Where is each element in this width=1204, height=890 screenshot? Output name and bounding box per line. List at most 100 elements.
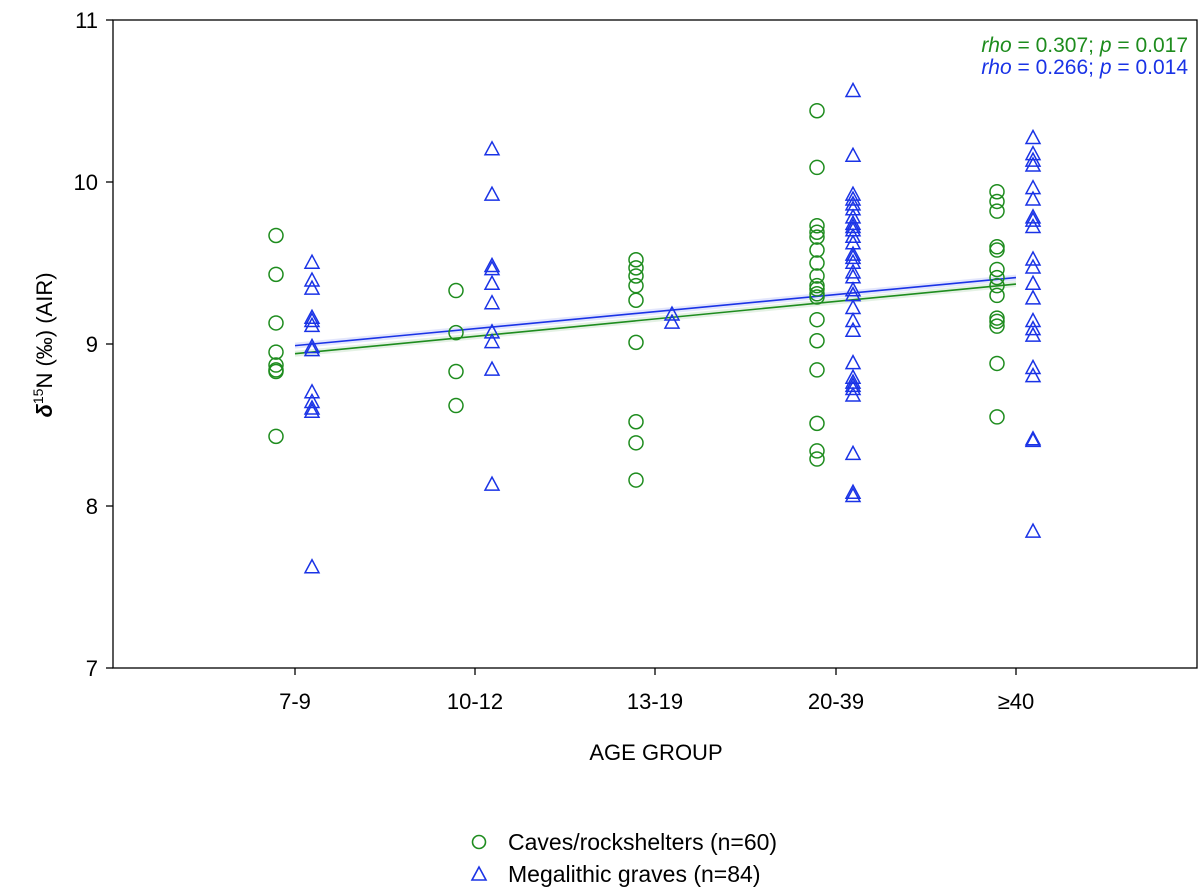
data-point-triangle: [1024, 430, 1042, 446]
data-point-triangle: [844, 146, 862, 163]
data-point-triangle: [1024, 250, 1042, 266]
legend-circle-marker: [471, 834, 487, 850]
data-point-triangle: [483, 294, 501, 310]
data-point-circle: [268, 357, 284, 373]
data-points: [268, 81, 1042, 574]
data-point-triangle: [1024, 156, 1042, 172]
data-point-triangle: [1024, 145, 1042, 161]
data-point-triangle: [844, 321, 862, 337]
data-point-circle: [268, 227, 284, 244]
data-point-triangle: [1024, 367, 1042, 383]
stat-annotation-caves: rho = 0.307; p = 0.017: [981, 34, 1188, 57]
data-point-triangle: [303, 308, 321, 325]
y-axis-title-superscript: 15: [30, 388, 46, 404]
data-point-circle: [809, 281, 825, 297]
data-point-circle: [628, 268, 644, 284]
data-point-circle: [989, 242, 1005, 258]
y-axis-title-delta: δ: [32, 404, 57, 418]
data-point-triangle: [483, 274, 501, 291]
data-point-triangle: [844, 81, 862, 98]
data-point-triangle: [1024, 431, 1042, 448]
data-point-circle: [989, 277, 1005, 294]
data-point-triangle: [844, 483, 862, 499]
stat-rho-label: rho: [981, 56, 1012, 79]
data-point-triangle: [844, 379, 862, 396]
data-point-triangle: [303, 311, 321, 328]
data-point-circle: [448, 324, 464, 341]
data-point-triangle: [1024, 289, 1042, 305]
data-point-triangle: [844, 268, 862, 284]
data-point-circle: [809, 229, 825, 245]
data-point-triangle: [483, 332, 501, 349]
data-point-triangle: [1024, 358, 1042, 375]
data-point-triangle: [1024, 274, 1042, 291]
stat-p-label: p: [1099, 56, 1112, 79]
data-point-triangle: [844, 200, 862, 216]
data-point-triangle: [483, 140, 501, 156]
data-point-triangle: [1024, 208, 1042, 224]
data-point-circle: [448, 363, 464, 380]
data-point-circle: [628, 472, 644, 488]
data-point-triangle: [844, 195, 862, 211]
data-point-circle: [809, 242, 825, 258]
data-point-circle: [989, 355, 1005, 372]
data-point-circle: [268, 344, 284, 360]
data-point-triangle: [303, 402, 321, 418]
data-point-circle: [809, 443, 825, 459]
data-point-circle: [809, 451, 825, 467]
axes: 7 8 9 10 11 7-9 10-12 13-19 20-39 ≥40: [74, 8, 1198, 714]
data-point-circle: [809, 362, 825, 378]
data-point-circle: [809, 224, 825, 240]
data-point-triangle: [844, 263, 862, 279]
plot-frame: [112, 19, 1198, 669]
y-axis-title-rest: N (‰) (AIR): [32, 272, 57, 388]
data-point-triangle: [1024, 217, 1042, 234]
data-point-circle: [989, 409, 1005, 425]
data-point-triangle: [303, 316, 321, 333]
data-point-circle: [989, 239, 1005, 255]
data-point-triangle: [483, 185, 501, 201]
data-point-circle: [809, 311, 825, 328]
legend-triangle-marker: [470, 865, 488, 881]
data-point-circle: [628, 260, 644, 276]
data-point-circle: [809, 217, 825, 234]
data-point-triangle: [844, 227, 862, 244]
data-point-circle: [268, 266, 284, 283]
data-point-triangle: [303, 341, 321, 357]
data-point-triangle: [1024, 311, 1042, 328]
data-point-triangle: [483, 360, 501, 376]
x-axis-title: AGE GROUP: [589, 740, 722, 765]
x-tick-label: 7-9: [279, 689, 311, 714]
data-point-circle: [989, 310, 1005, 326]
data-point-triangle: [303, 271, 321, 287]
data-point-triangle: [663, 313, 681, 329]
data-point-circle: [628, 334, 644, 351]
legend-item-caves: Caves/rockshelters (n=60): [471, 829, 777, 855]
trend-line: [294, 283, 1017, 355]
data-point-triangle: [844, 281, 862, 297]
data-point-triangle: [303, 399, 321, 415]
stat-p-value: = 0.014: [1112, 56, 1189, 79]
stat-p-label: p: [1099, 34, 1112, 57]
y-axis-title: δ15N (‰) (AIR): [30, 272, 57, 417]
data-point-triangle: [844, 386, 862, 402]
data-point-circle: [809, 333, 825, 349]
data-point-triangle: [1024, 320, 1042, 336]
data-point-triangle: [844, 245, 862, 261]
trend-line: [294, 276, 1017, 347]
data-point-circle: [809, 415, 825, 432]
data-point-circle: [989, 269, 1005, 286]
data-point-circle: [268, 428, 284, 445]
y-tick-label: 9: [86, 332, 98, 357]
data-point-circle: [809, 102, 825, 119]
stat-annotation-megalithic: rho = 0.266; p = 0.014: [981, 56, 1188, 79]
stat-rho-value: = 0.307;: [1012, 34, 1100, 57]
data-point-triangle: [303, 392, 321, 409]
data-point-circle: [628, 414, 644, 430]
data-point-triangle: [844, 217, 862, 234]
data-point-circle: [809, 255, 825, 271]
data-point-circle: [448, 397, 464, 414]
data-point-circle: [628, 292, 644, 309]
data-point-triangle: [663, 305, 681, 321]
